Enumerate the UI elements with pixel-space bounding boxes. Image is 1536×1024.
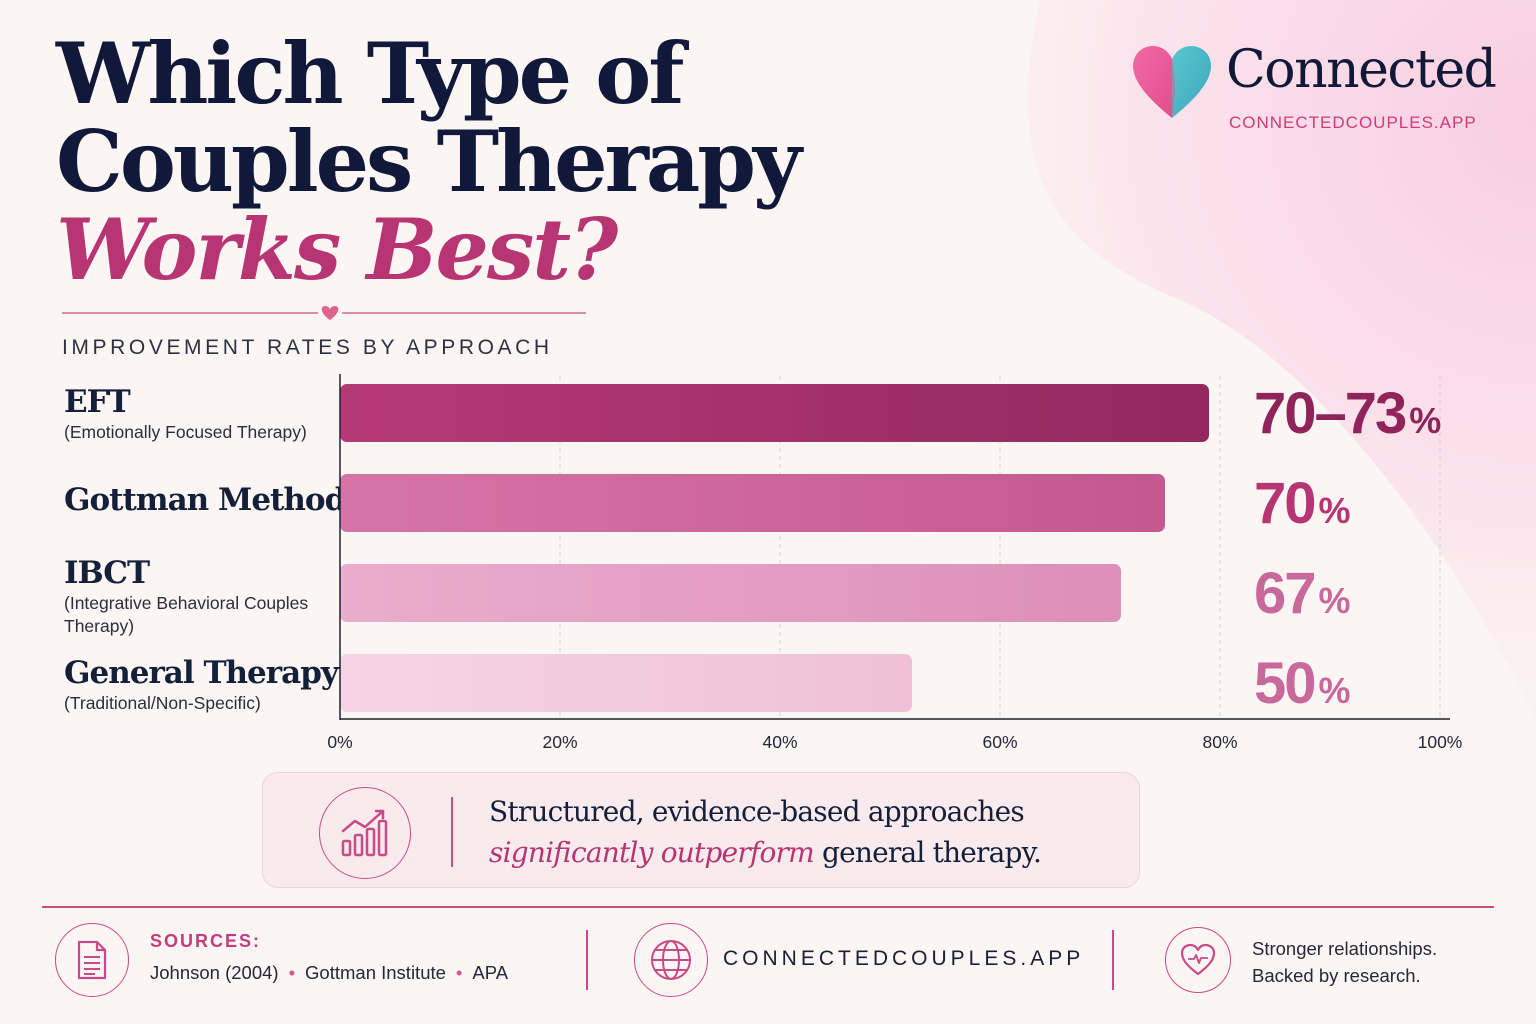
x-tick-label: 40%	[762, 732, 797, 752]
category-label-gottman: Gottman Method	[64, 481, 346, 519]
value-label: 70–73%	[1254, 381, 1441, 446]
x-tick-label: 20%	[542, 732, 577, 752]
category-subtitle: (Traditional/Non-Specific)	[64, 693, 261, 713]
callout-text: Structured, evidence-based approaches si…	[489, 791, 1042, 873]
callout-line-1: Structured, evidence-based approaches	[489, 795, 1025, 828]
category-name: EFT	[64, 384, 131, 420]
heart-icon	[1165, 927, 1231, 993]
page-title: Which Type of Couples Therapy Works Best…	[56, 24, 802, 299]
callout-rest: general therapy.	[813, 836, 1042, 869]
title-divider	[62, 306, 586, 320]
x-tick-label: 100%	[1418, 732, 1463, 752]
brand-url: CONNECTEDCOUPLES.APP	[1229, 113, 1477, 132]
bar	[340, 474, 1165, 532]
category-subtitle: (Emotionally Focused Therapy)	[64, 422, 307, 442]
tagline-line-1: Stronger relationships.	[1252, 938, 1438, 959]
title-line-1: Which Type of	[56, 24, 684, 123]
value-label: 50%	[1254, 651, 1351, 716]
category-label-eft: EFT (Emotionally Focused Therapy)	[64, 383, 307, 444]
category-name: IBCT	[64, 555, 150, 591]
footer-divider	[42, 906, 1494, 908]
callout-emphasis: significantly outperform	[489, 836, 815, 869]
category-label-ibct: IBCT (Integrative Behavioral Couples The…	[64, 554, 334, 638]
brand-name: Connected	[1226, 40, 1497, 100]
source-item: Johnson (2004)	[150, 962, 279, 983]
bullet-dot: •	[288, 962, 296, 983]
globe-icon	[634, 923, 708, 997]
bar	[340, 564, 1121, 622]
bar	[340, 654, 912, 712]
x-tick-label: 80%	[1202, 732, 1237, 752]
category-name: Gottman Method	[64, 482, 346, 518]
sources-label: SOURCES:	[150, 931, 262, 951]
document-icon	[55, 923, 129, 997]
tagline-line-2: Backed by research.	[1252, 965, 1421, 986]
title-line-3: Works Best?	[56, 200, 618, 299]
footer-website-link[interactable]: CONNECTEDCOUPLES.APP	[723, 947, 1085, 970]
source-item: Gottman Institute	[305, 962, 446, 983]
category-label-general: General Therapy (Traditional/Non-Specifi…	[64, 654, 339, 715]
insight-callout: Structured, evidence-based approaches si…	[262, 772, 1140, 888]
bar	[340, 384, 1209, 442]
small-heart-icon	[321, 306, 339, 320]
growth-chart-icon	[319, 787, 411, 879]
bullet-dot: •	[455, 962, 463, 983]
source-item: APA	[472, 962, 509, 983]
tagline: Stronger relationships. Backed by resear…	[1252, 935, 1437, 989]
sources-list: Johnson (2004) • Gottman Institute • APA	[150, 962, 508, 984]
footer-separator	[1112, 930, 1114, 990]
value-label: 70%	[1254, 471, 1351, 536]
category-name: General Therapy	[64, 655, 339, 691]
x-tick-label: 60%	[982, 732, 1017, 752]
value-label: 67%	[1254, 561, 1351, 626]
title-line-2: Couples Therapy	[56, 112, 802, 211]
callout-line-2: significantly outperform general therapy…	[489, 832, 1042, 873]
heart-logo-icon	[1133, 46, 1211, 118]
bar-chart: 0% 20% 40% 60% 80% 100% 70–73 % 70 % 67 % 50%	[327, 374, 1463, 752]
category-subtitle: (Integrative Behavioral Couples Therapy)	[64, 593, 309, 636]
x-tick-label: 0%	[327, 732, 352, 752]
footer-separator	[586, 930, 588, 990]
callout-divider	[451, 797, 453, 867]
chart-subtitle: IMPROVEMENT RATES BY APPROACH	[62, 336, 553, 359]
